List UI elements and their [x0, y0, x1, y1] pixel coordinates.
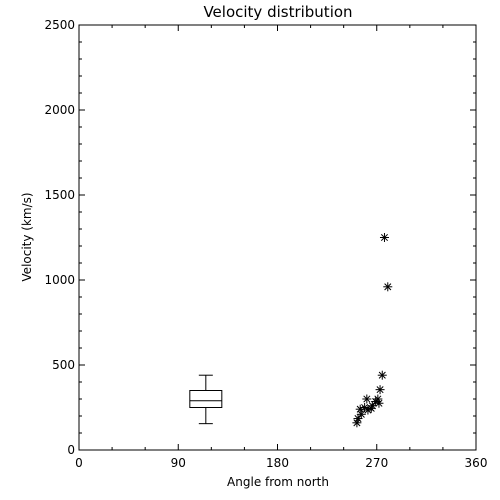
x-tick-label: 360	[465, 456, 488, 470]
star-stroke	[384, 283, 392, 291]
star-stroke	[378, 371, 386, 379]
data-point	[375, 385, 385, 395]
axis-ticks: 0 90 180 270 360 0 500 1000 1500 2000 2500	[44, 18, 487, 470]
boxplot	[189, 374, 223, 425]
star-stroke	[354, 415, 362, 423]
plot-frame	[78, 24, 477, 451]
y-tick-label: 1000	[44, 273, 75, 287]
x-axis-label: Angle from north	[227, 475, 329, 489]
y-tick-label: 0	[67, 443, 75, 457]
star-stroke	[353, 419, 361, 427]
y-axis-label: Velocity (km/s)	[20, 192, 34, 281]
star-stroke	[363, 395, 371, 403]
y-tick-label: 1500	[44, 188, 75, 202]
star-stroke	[361, 403, 369, 412]
chart-title: Velocity distribution	[203, 3, 352, 21]
boxplot-box	[189, 390, 223, 408]
x-tick-label: 270	[365, 456, 388, 470]
data-point	[374, 398, 384, 408]
data-point	[362, 394, 372, 404]
y-tick-label: 500	[52, 358, 75, 372]
data-point	[379, 233, 389, 242]
data-point	[377, 370, 387, 380]
y-tick-label: 2000	[44, 103, 75, 117]
x-tick-label: 0	[75, 456, 83, 470]
star-stroke	[380, 233, 389, 242]
star-stroke	[376, 386, 384, 394]
data-point	[383, 282, 393, 292]
data-point	[353, 414, 363, 424]
x-tick-label: 180	[266, 456, 289, 470]
star-stroke	[374, 395, 382, 403]
x-tick-label: 90	[171, 456, 186, 470]
star-stroke	[375, 399, 383, 407]
data-points	[352, 233, 393, 428]
y-tick-label: 2500	[44, 18, 75, 32]
